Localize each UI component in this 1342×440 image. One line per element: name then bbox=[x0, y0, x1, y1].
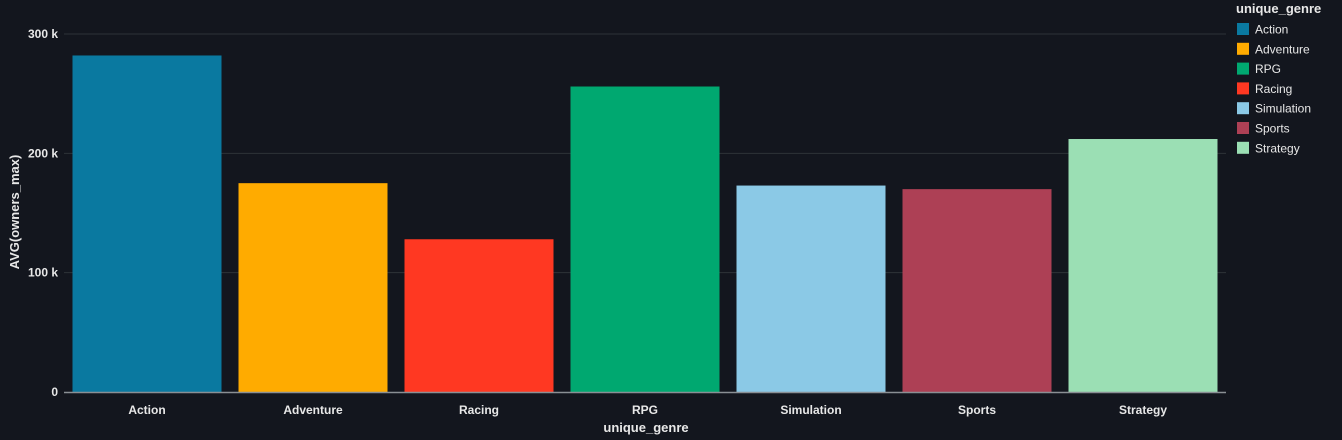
legend-item: Action bbox=[1237, 23, 1288, 37]
x-axis-title: unique_genre bbox=[603, 420, 688, 435]
legend-label: Action bbox=[1255, 23, 1288, 37]
legend-label: Strategy bbox=[1255, 141, 1300, 155]
bar-strategy bbox=[1068, 139, 1218, 392]
bar-action bbox=[72, 55, 222, 392]
legend-label: Sports bbox=[1255, 122, 1290, 136]
legend-swatch bbox=[1237, 62, 1249, 75]
legend-swatch bbox=[1237, 23, 1249, 35]
legend-label: Simulation bbox=[1255, 102, 1311, 116]
legend-item: Simulation bbox=[1237, 102, 1311, 116]
legend-items: Action Adventure RPG Racing Simulation Sports… bbox=[1237, 23, 1311, 155]
legend-swatch bbox=[1237, 141, 1249, 154]
x-tick-label: Adventure bbox=[283, 403, 343, 417]
y-tick-label: 300 k bbox=[28, 27, 58, 41]
x-tick-label: RPG bbox=[632, 403, 658, 417]
x-tick-label: Racing bbox=[459, 403, 499, 417]
legend-swatch bbox=[1237, 42, 1249, 55]
legend-item: Adventure bbox=[1237, 42, 1310, 56]
bars bbox=[72, 55, 1218, 393]
bar-rpg bbox=[570, 86, 720, 393]
legend-swatch bbox=[1237, 102, 1249, 115]
legend-item: RPG bbox=[1237, 62, 1281, 76]
legend-title: unique_genre bbox=[1236, 1, 1321, 16]
axes: 0 100 k 200 k 300 k Action Adventure Racing RPG… bbox=[28, 27, 1226, 417]
y-tick-label: 0 bbox=[51, 385, 58, 399]
legend-swatch bbox=[1237, 82, 1249, 95]
x-tick-label: Action bbox=[128, 403, 165, 417]
legend-swatch bbox=[1237, 122, 1249, 134]
legend-item: Racing bbox=[1237, 82, 1292, 96]
legend-label: Adventure bbox=[1255, 42, 1310, 56]
bar-simulation bbox=[736, 185, 886, 392]
bar-racing bbox=[404, 239, 554, 392]
bar-sports bbox=[902, 189, 1052, 392]
legend-item: Sports bbox=[1237, 122, 1290, 136]
x-tick-label: Strategy bbox=[1119, 403, 1167, 417]
legend-item: Strategy bbox=[1237, 141, 1300, 155]
legend-label: Racing bbox=[1255, 82, 1292, 96]
y-tick-label: 200 k bbox=[28, 146, 58, 160]
legend: unique_genre Action Adventure RPG Racing Sim… bbox=[1236, 1, 1321, 155]
x-tick-label: Simulation bbox=[780, 403, 841, 417]
y-tick-label: 100 k bbox=[28, 266, 58, 280]
x-tick-label: Sports bbox=[958, 403, 996, 417]
y-axis-title: AVG(owners_max) bbox=[7, 155, 22, 270]
bar-adventure bbox=[238, 183, 388, 392]
legend-label: RPG bbox=[1255, 62, 1281, 76]
